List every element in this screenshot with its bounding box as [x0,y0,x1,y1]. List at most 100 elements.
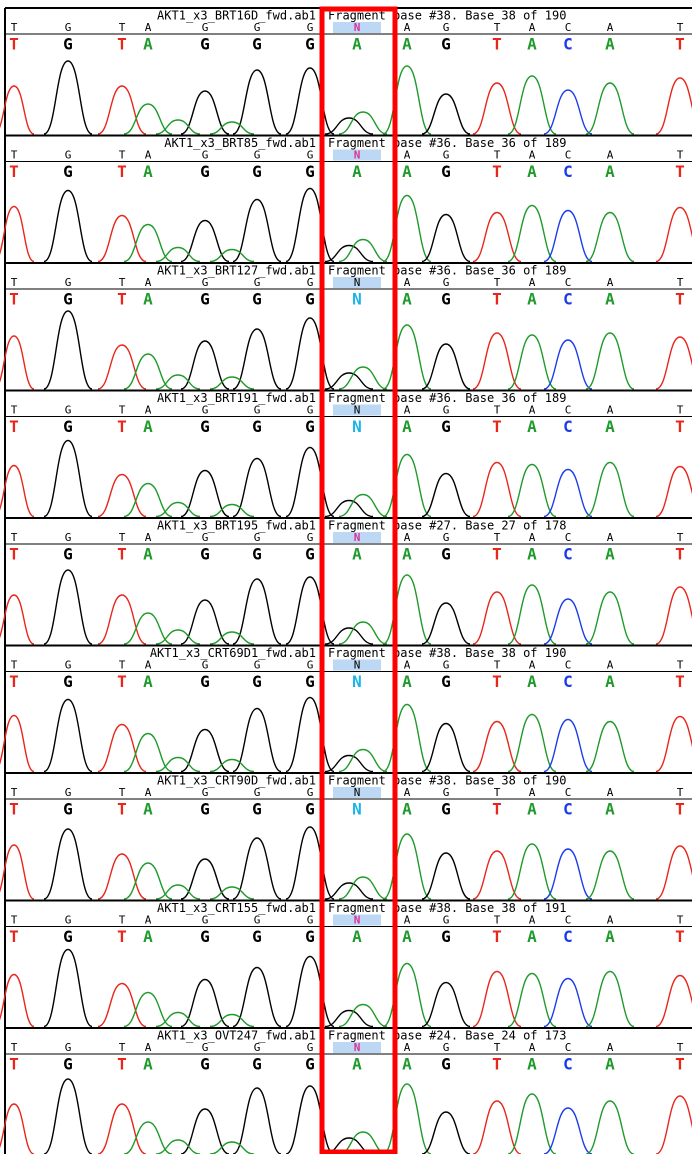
called-base: G [200,162,210,181]
reference-base: G [202,21,209,34]
reference-base: T [119,914,126,927]
called-base: G [200,290,210,309]
called-base: A [527,35,537,54]
reference-base: A [404,786,411,799]
reference-base: T [119,21,126,34]
called-base: G [252,1055,262,1074]
reference-base: G [65,531,72,544]
reference-base: A [145,1041,152,1054]
called-base: G [305,417,315,436]
reference-base: G [65,21,72,34]
called-base: G [63,672,73,691]
reference-base: T [11,659,18,672]
reference-base: C [565,786,572,799]
called-base: A [605,800,615,819]
called-base: T [675,927,685,946]
called-base: A [527,672,537,691]
called-base: C [563,162,573,181]
reference-base: T [677,1041,684,1054]
reference-base: C [565,21,572,34]
reference-base: N [354,404,361,417]
reference-base: G [254,914,261,927]
called-base: G [63,35,73,54]
called-base: C [563,800,573,819]
reference-base: A [404,21,411,34]
called-base: A [402,800,412,819]
called-base: A [352,1055,362,1074]
called-base: T [492,290,502,309]
reference-base: A [607,21,614,34]
called-base: A [527,927,537,946]
file-name: AKT1_x3_BRT191_fwd.ab1 [157,391,316,405]
reference-base: T [119,404,126,417]
called-base: T [492,927,502,946]
called-base: A [402,672,412,691]
called-base: A [143,800,153,819]
called-base: G [441,162,451,181]
reference-base: G [202,531,209,544]
called-base: T [117,927,127,946]
called-base: G [63,800,73,819]
reference-base: T [494,531,501,544]
called-base: G [305,672,315,691]
reference-base: A [529,149,536,162]
called-base: A [605,545,615,564]
called-base: A [143,35,153,54]
called-base: G [252,545,262,564]
reference-base: C [565,404,572,417]
called-base: A [527,290,537,309]
called-base: A [143,927,153,946]
called-base: A [605,927,615,946]
reference-base: A [607,786,614,799]
called-base: T [9,800,19,819]
reference-base: G [307,1041,314,1054]
file-name: AKT1_x3_BRT85_fwd.ab1 [164,136,316,150]
called-base: T [117,162,127,181]
reference-base: A [607,659,614,672]
called-base: G [441,545,451,564]
reference-base: T [677,659,684,672]
file-name: AKT1_x3_BRT195_fwd.ab1 [157,519,316,533]
called-base: G [305,290,315,309]
reference-base: A [145,149,152,162]
reference-base: G [307,276,314,289]
reference-base: G [65,404,72,417]
reference-base: G [65,1041,72,1054]
reference-base: G [443,276,450,289]
called-base: G [252,800,262,819]
reference-base: G [202,404,209,417]
reference-base: A [404,1041,411,1054]
reference-base: A [607,404,614,417]
called-base: C [563,290,573,309]
called-base: G [63,162,73,181]
reference-base: G [443,531,450,544]
file-name: AKT1_x3_OVT247_fwd.ab1 [157,1029,316,1043]
called-base: G [441,672,451,691]
reference-base: T [11,149,18,162]
called-base: G [63,1055,73,1074]
called-base: C [563,672,573,691]
called-base: A [402,927,412,946]
called-base: T [9,927,19,946]
chromatogram-view: AKT1_x3_BRT16D_fwd.ab1Fragment base #38.… [0,0,692,1154]
called-base: T [492,417,502,436]
called-base: A [143,290,153,309]
called-base: A [402,35,412,54]
called-base: G [252,162,262,181]
reference-base: G [65,276,72,289]
called-base: A [605,162,615,181]
reference-base: G [65,659,72,672]
reference-base: G [307,659,314,672]
reference-base: A [607,149,614,162]
reference-base: T [494,914,501,927]
reference-base: A [607,914,614,927]
called-base: C [563,1055,573,1074]
called-base: A [143,417,153,436]
reference-base: G [443,914,450,927]
called-base: G [63,545,73,564]
reference-base: G [254,21,261,34]
reference-base: G [307,21,314,34]
called-base: T [117,1055,127,1074]
called-base: G [305,1055,315,1074]
reference-base: G [307,531,314,544]
